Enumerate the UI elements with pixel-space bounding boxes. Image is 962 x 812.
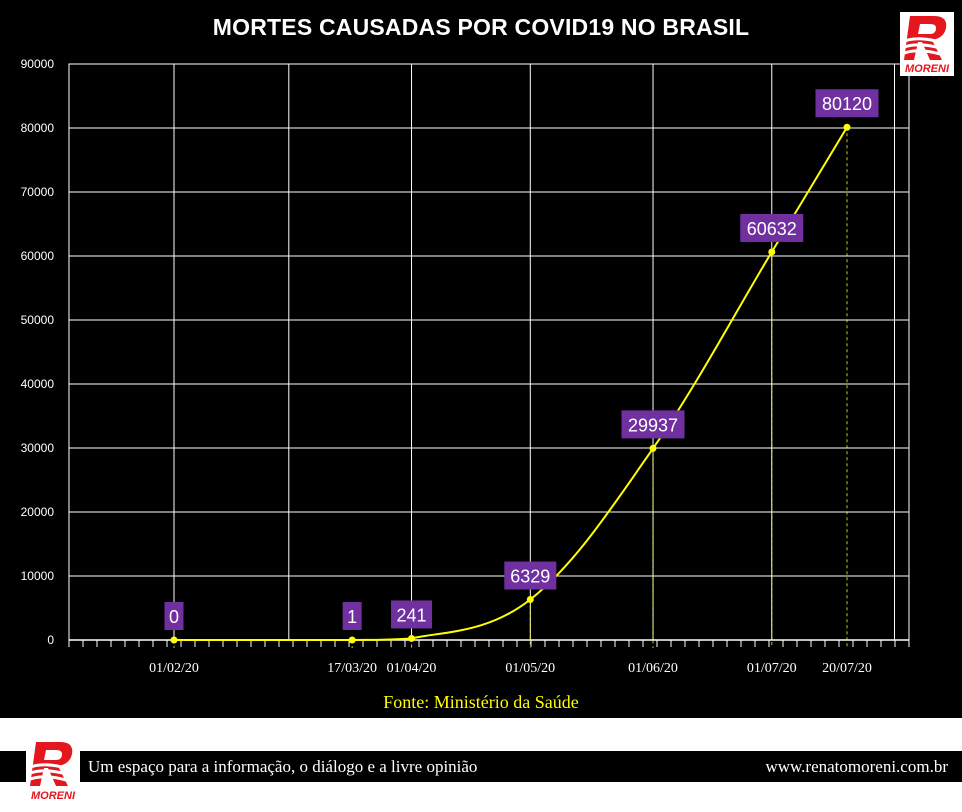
logo-r-icon — [901, 16, 953, 60]
data-label: 241 — [397, 605, 427, 625]
footer-url-link[interactable]: www.renatomoreni.com.br — [765, 757, 948, 776]
data-label: 1 — [347, 607, 357, 627]
footer-bar: Um espaço para a informação, o diálogo e… — [0, 751, 962, 782]
data-label: 60632 — [747, 219, 797, 239]
plot-frame — [68, 63, 910, 641]
logo-text: MORENI — [31, 790, 75, 802]
x-tick-label: 01/05/20 — [505, 661, 555, 676]
y-tick-label: 60000 — [21, 249, 55, 263]
chart-panel — [0, 0, 962, 718]
data-point — [649, 444, 657, 452]
data-point — [526, 595, 534, 603]
y-tick-label: 30000 — [21, 441, 55, 455]
moreni-logo-footer: MORENI — [26, 738, 80, 802]
data-label: 6329 — [510, 566, 550, 586]
y-tick-label: 50000 — [21, 313, 55, 327]
x-tick-label: 17/03/20 — [327, 661, 377, 676]
chart-title: MORTES CAUSADAS POR COVID19 NO BRASIL — [212, 14, 750, 40]
y-tick-label: 40000 — [21, 377, 55, 391]
x-tick-label: 01/07/20 — [747, 661, 797, 676]
data-point — [348, 636, 356, 644]
data-label-box — [342, 601, 362, 630]
y-tick-label: 20000 — [21, 505, 55, 519]
x-tick-label: 01/04/20 — [387, 661, 437, 676]
data-label: 80120 — [822, 94, 872, 114]
logo-text: MORENI — [905, 63, 949, 75]
x-tick-label: 01/06/20 — [628, 661, 678, 676]
data-label-box — [740, 213, 804, 242]
data-point — [768, 248, 776, 256]
data-label-box — [391, 600, 433, 629]
moreni-logo: MORENI — [900, 12, 954, 76]
chart-plot: 0 10000 20000 30000 40000 50000 60000 70000 8000… — [21, 57, 910, 676]
x-tick-label: 01/02/20 — [149, 661, 199, 676]
y-tick-label: 80000 — [21, 121, 55, 135]
data-label-box — [815, 89, 879, 118]
data-label-box — [504, 561, 557, 590]
y-tick-label: 90000 — [21, 57, 55, 71]
footer-slogan: Um espaço para a informação, o diálogo e… — [88, 757, 478, 776]
logo-r-icon — [27, 742, 79, 786]
data-label: 29937 — [628, 415, 678, 435]
data-point — [170, 636, 178, 644]
y-tick-label: 10000 — [21, 569, 55, 583]
x-tick-label: 20/07/20 — [822, 661, 872, 676]
data-point — [408, 634, 416, 642]
data-label-box — [621, 410, 685, 439]
data-label: 0 — [169, 607, 179, 627]
data-label-box — [164, 602, 184, 630]
y-tick-label: 0 — [47, 633, 54, 647]
y-tick-label: 70000 — [21, 185, 55, 199]
source-note: Fonte: Ministério da Saúde — [383, 692, 579, 712]
data-point — [843, 123, 851, 131]
